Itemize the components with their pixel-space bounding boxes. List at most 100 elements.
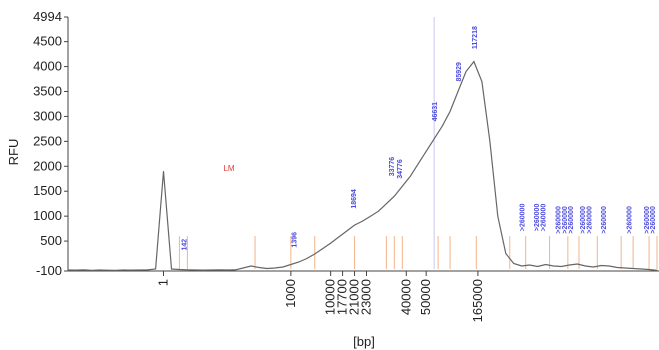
peak-label: 18694 bbox=[351, 189, 358, 209]
y-tick-label: 4994 bbox=[33, 9, 62, 24]
data-point bbox=[250, 265, 252, 267]
series-line bbox=[67, 60, 658, 271]
data-point bbox=[545, 264, 546, 265]
data-point bbox=[409, 175, 411, 177]
data-point bbox=[529, 264, 531, 266]
peak-label: >260000 bbox=[644, 206, 651, 234]
data-point bbox=[67, 269, 69, 271]
y-tick-label: 1000 bbox=[33, 208, 62, 223]
y-tick-label: 1500 bbox=[33, 183, 62, 198]
peak-label: >260000 bbox=[556, 206, 563, 234]
x-tick-label: 23000 bbox=[358, 279, 373, 315]
peak-label: >260000 bbox=[520, 204, 527, 232]
peak-label: >260000 bbox=[534, 204, 541, 232]
data-point bbox=[378, 210, 379, 212]
data-point bbox=[521, 265, 523, 267]
peak-label: >260000 bbox=[562, 206, 569, 234]
data-point bbox=[449, 111, 451, 112]
data-point bbox=[234, 269, 236, 271]
y-tick-label: 2500 bbox=[33, 133, 62, 148]
y-tick-label: 500 bbox=[40, 233, 62, 248]
data-point bbox=[194, 269, 196, 271]
data-point bbox=[242, 267, 244, 269]
data-point bbox=[401, 185, 403, 187]
data-point bbox=[171, 268, 172, 270]
data-point bbox=[258, 267, 260, 268]
data-point bbox=[226, 269, 228, 271]
data-point bbox=[282, 266, 284, 268]
data-point bbox=[592, 266, 594, 268]
data-point bbox=[179, 269, 180, 270]
data-point bbox=[123, 269, 125, 271]
data-point bbox=[537, 266, 539, 267]
data-point bbox=[99, 269, 101, 271]
data-point bbox=[640, 268, 642, 270]
data-point bbox=[417, 163, 419, 165]
y-tick-label: 2000 bbox=[33, 158, 62, 173]
data-point bbox=[338, 236, 340, 238]
peak-label: >260000 bbox=[580, 206, 587, 234]
data-point bbox=[505, 253, 507, 254]
peak-label: >260000 bbox=[601, 206, 608, 234]
peak-labels: 142 1396 18694 33776 34776 46631 85929 117218 >2… bbox=[181, 26, 657, 251]
data-point bbox=[306, 258, 308, 259]
data-point bbox=[298, 261, 300, 263]
peak-label: 1396 bbox=[291, 232, 298, 248]
data-point bbox=[616, 267, 618, 268]
data-point bbox=[624, 267, 626, 269]
data-point bbox=[147, 269, 148, 271]
peak-label: 33776 bbox=[389, 157, 396, 177]
y-tick-label: 3500 bbox=[33, 83, 62, 98]
data-point bbox=[481, 81, 483, 82]
peak-label: >260000 bbox=[568, 206, 575, 234]
data-point bbox=[385, 203, 387, 205]
data-point bbox=[425, 150, 427, 152]
y-tick-label: 3000 bbox=[33, 108, 62, 123]
y-tick-label: 4000 bbox=[33, 59, 62, 74]
data-point bbox=[608, 265, 610, 267]
x-tick-label: 10000 bbox=[323, 279, 338, 315]
peak-label: 142 bbox=[181, 239, 188, 251]
peak-label: 34776 bbox=[397, 159, 404, 179]
data-point bbox=[457, 91, 459, 92]
data-point bbox=[656, 269, 658, 271]
data-point bbox=[465, 71, 467, 72]
y-tick-label: 4500 bbox=[33, 34, 62, 49]
data-point bbox=[83, 269, 85, 271]
data-point bbox=[202, 269, 204, 271]
data-point bbox=[322, 248, 324, 249]
data-point bbox=[266, 268, 268, 269]
y-axis: 4994 4500 4000 3500 3000 2500 2000 1500 1000 500 -… bbox=[33, 9, 69, 278]
data-point bbox=[274, 267, 276, 269]
x-tick-label: 1 bbox=[156, 279, 171, 286]
x-tick-label: 21000 bbox=[347, 279, 362, 315]
data-point bbox=[433, 138, 435, 140]
data-point bbox=[513, 263, 515, 264]
data-point bbox=[497, 215, 499, 217]
x-tick-label: 17700 bbox=[335, 279, 350, 315]
data-point bbox=[131, 269, 133, 271]
data-point bbox=[577, 263, 578, 265]
data-point bbox=[139, 269, 141, 271]
x-axis-title: [bp] bbox=[353, 334, 375, 349]
y-tick-label: -100 bbox=[36, 263, 62, 278]
peak-label: >260000 bbox=[540, 204, 547, 232]
data-point bbox=[584, 265, 586, 267]
data-point bbox=[218, 269, 220, 271]
data-point bbox=[632, 268, 634, 269]
data-point bbox=[648, 269, 650, 270]
peak-label: 46631 bbox=[432, 102, 439, 122]
data-point bbox=[370, 215, 371, 217]
data-point bbox=[75, 269, 77, 271]
data-point bbox=[155, 268, 156, 270]
data-point bbox=[473, 61, 475, 62]
data-point bbox=[489, 140, 491, 142]
data-point bbox=[314, 253, 316, 255]
x-tick-label: 50000 bbox=[418, 279, 433, 315]
ladder-lines bbox=[178, 236, 658, 269]
x-tick-label: 165000 bbox=[470, 279, 485, 322]
data-point bbox=[107, 269, 109, 271]
data-point bbox=[290, 264, 292, 265]
data-point bbox=[561, 266, 562, 267]
